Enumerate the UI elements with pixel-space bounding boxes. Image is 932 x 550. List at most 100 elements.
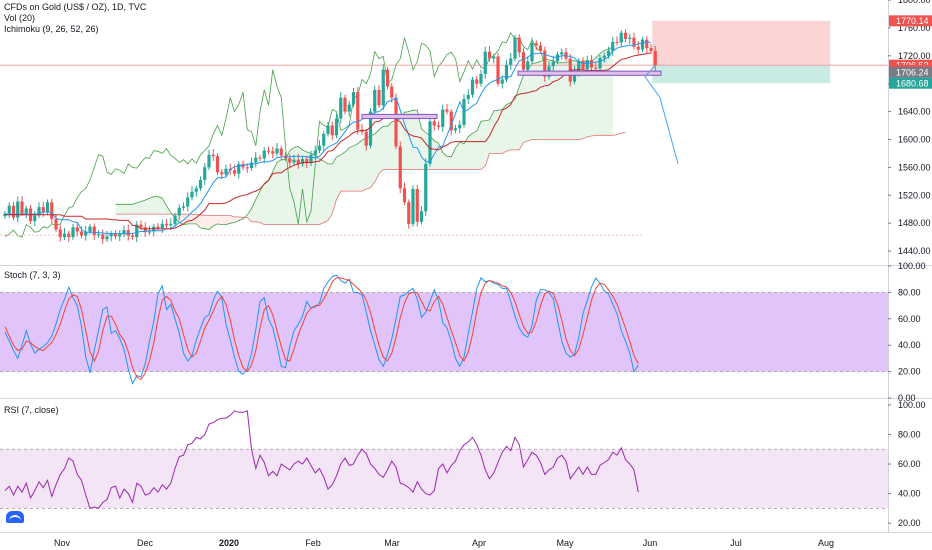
candle-body <box>594 67 598 69</box>
symbol-title[interactable]: CFDs on Gold (US$ / OZ), 1D, TVC <box>4 2 147 12</box>
candle <box>356 87 360 135</box>
candle <box>186 192 190 212</box>
candle <box>330 121 334 141</box>
volume-legend[interactable]: Vol (20) <box>4 13 36 23</box>
ichimoku-cloud-segment <box>209 215 214 230</box>
candle-body <box>156 226 160 229</box>
stoch-axis-label: 0.00 <box>898 393 916 403</box>
candle <box>126 224 130 241</box>
candle-body <box>305 159 309 164</box>
candle-body <box>615 41 619 43</box>
candle <box>37 202 41 219</box>
candle <box>411 185 415 227</box>
candle-body <box>169 223 173 226</box>
ichimoku-cloud-segment <box>434 140 439 170</box>
candle-body <box>203 167 207 180</box>
ichimoku-cloud-segment <box>213 215 218 226</box>
ichimoku-cloud-segment <box>158 196 163 215</box>
candle <box>521 48 526 73</box>
candle-body <box>288 158 292 163</box>
candle <box>173 212 177 227</box>
candle-body <box>581 60 585 70</box>
stoch-legend: Stoch (7, 3, 3) <box>4 270 61 281</box>
annotation-box <box>517 70 662 76</box>
ichimoku-cloud-segment <box>379 126 384 174</box>
candle <box>118 230 122 242</box>
candle-body <box>279 148 283 156</box>
candle-body <box>653 50 657 66</box>
stoch-axis-label: 20.00 <box>898 367 921 377</box>
ichimoku-cloud-segment <box>502 104 507 154</box>
candle <box>543 46 547 82</box>
rsi-legend-label[interactable]: RSI (7, close) <box>4 405 59 415</box>
candle-body <box>7 205 11 214</box>
candle <box>551 55 555 72</box>
ichimoku-cloud-segment <box>459 142 464 170</box>
candle-body <box>441 109 445 127</box>
candle-body <box>37 207 41 216</box>
ichimoku-cloud-segment <box>349 145 354 192</box>
candle <box>300 156 305 167</box>
candle-body <box>33 215 37 222</box>
candle-body <box>585 59 589 70</box>
candle-body <box>109 233 113 237</box>
ichimoku-cloud-segment <box>328 163 333 221</box>
candle-body <box>211 154 215 157</box>
candle <box>135 221 139 242</box>
candle-body <box>147 231 152 233</box>
candle-body <box>58 229 62 238</box>
candle-body <box>262 150 266 159</box>
candle-body <box>453 128 458 131</box>
candle <box>449 108 453 136</box>
time-axis-label: 2020 <box>219 538 239 548</box>
time-axis-label: Apr <box>472 538 486 548</box>
candle <box>266 146 271 155</box>
candle-body <box>232 170 237 174</box>
ichimoku-cloud-segment <box>472 131 477 170</box>
stoch-line-2 <box>4 277 639 381</box>
ichimoku-cloud-segment <box>200 214 205 229</box>
candle-body <box>339 97 343 119</box>
ichimoku-legend[interactable]: Ichimoku (9, 26, 52, 26) <box>4 24 99 34</box>
stoch-axis-label: 100.00 <box>898 261 926 271</box>
ichimoku-cloud-segment <box>204 215 209 230</box>
candle-body <box>479 73 483 84</box>
price-axis-label: 1560.00 <box>898 162 931 172</box>
candle-body <box>126 230 130 236</box>
candle <box>207 149 211 171</box>
candle <box>445 103 449 115</box>
candle <box>424 158 428 217</box>
ichimoku-cloud-segment <box>387 122 392 170</box>
ichimoku-cloud-segment <box>277 159 282 225</box>
candle-body <box>71 227 75 238</box>
candle-body <box>224 168 228 175</box>
tradingview-logo-icon[interactable] <box>6 511 24 523</box>
stoch-legend-label[interactable]: Stoch (7, 3, 3) <box>4 270 61 280</box>
candle <box>432 117 436 131</box>
candle <box>402 182 407 206</box>
candle <box>211 149 215 162</box>
candle <box>288 154 292 168</box>
candle-body <box>79 231 84 236</box>
candle <box>92 223 96 240</box>
candle <box>258 154 262 162</box>
time-axis-label: Jul <box>730 538 742 548</box>
candle <box>190 186 194 201</box>
candle <box>517 34 521 58</box>
candle <box>224 164 228 178</box>
candle <box>407 199 411 229</box>
candle-body <box>313 150 317 155</box>
candle <box>105 230 109 242</box>
ichimoku-cloud-segment <box>323 161 328 223</box>
candle-body <box>636 46 640 50</box>
stoch-line-1 <box>4 274 639 385</box>
candle <box>275 142 279 157</box>
candle <box>11 201 16 221</box>
ichimoku-span-b-line <box>115 132 626 226</box>
candle <box>458 120 462 134</box>
candle <box>436 121 441 130</box>
ichimoku-cloud-segment <box>578 62 583 140</box>
candle-body <box>177 207 181 216</box>
candle <box>67 230 71 242</box>
